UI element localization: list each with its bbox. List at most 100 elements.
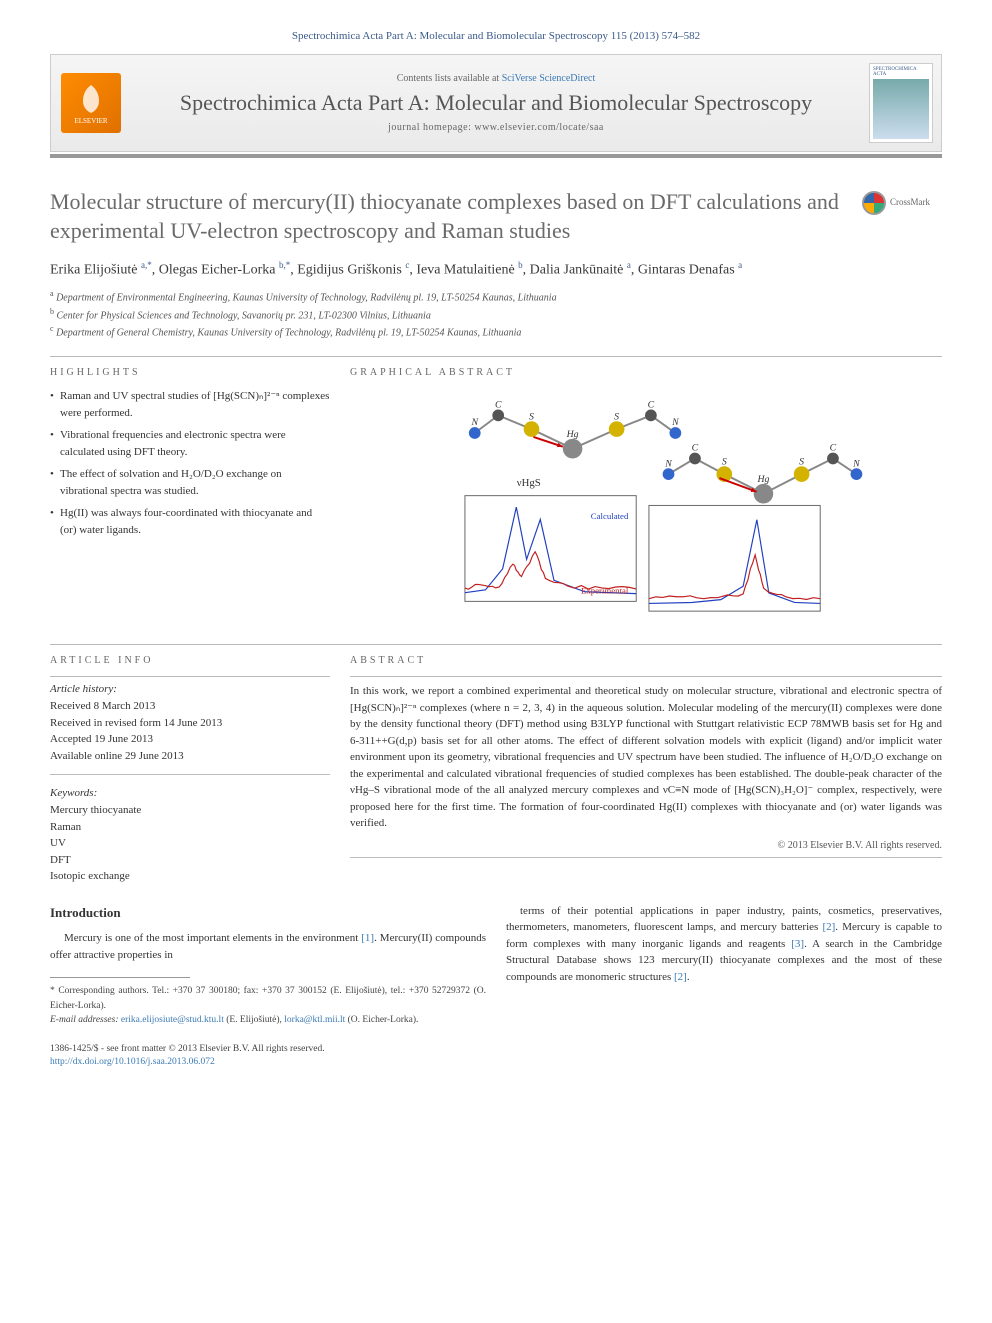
- footnote-corresponding: * Corresponding authors. Tel.: +370 37 3…: [50, 984, 486, 1013]
- history-lines: Received 8 March 2013Received in revised…: [50, 698, 330, 764]
- title-text: Molecular structure of mercury(II) thioc…: [50, 189, 839, 243]
- svg-text:N: N: [470, 418, 478, 429]
- footer-block: 1386-1425/$ - see front matter © 2013 El…: [50, 1043, 486, 1070]
- footnote-email: E-mail addresses: erika.elijosiute@stud.…: [50, 1013, 486, 1027]
- intro-left-text: Mercury is one of the most important ele…: [50, 930, 486, 963]
- keyword: Isotopic exchange: [50, 868, 330, 885]
- article-info: ARTICLE INFO Article history: Received 8…: [50, 655, 330, 885]
- article-info-label: ARTICLE INFO: [50, 655, 330, 666]
- ga-svg: CNSHgSCNCNSHgSCNνHgSνCNCalculatedExperim…: [350, 388, 942, 618]
- issn-line: 1386-1425/$ - see front matter © 2013 El…: [50, 1043, 486, 1056]
- ref-link[interactable]: [2]: [822, 921, 835, 933]
- cover-text: SPECTROCHIMICA ACTA: [873, 67, 929, 77]
- intro-col-right: terms of their potential applications in…: [506, 903, 942, 1070]
- contents-line: Contents lists available at SciVerse Sci…: [139, 73, 853, 84]
- journal-title: Spectrochimica Acta Part A: Molecular an…: [139, 90, 853, 116]
- banner-center: Contents lists available at SciVerse Sci…: [131, 65, 861, 141]
- affiliation-c: c Department of General Chemistry, Kauna…: [50, 323, 942, 340]
- history-line: Received 8 March 2013: [50, 698, 330, 715]
- doi-link[interactable]: http://dx.doi.org/10.1016/j.saa.2013.06.…: [50, 1057, 215, 1067]
- svg-text:C: C: [692, 443, 699, 454]
- svg-text:S: S: [799, 457, 804, 468]
- divider-bar: [50, 154, 942, 158]
- homepage-line: journal homepage: www.elsevier.com/locat…: [139, 122, 853, 133]
- cover-thumb-box: SPECTROCHIMICA ACTA: [861, 55, 941, 151]
- publisher-name: ELSEVIER: [74, 117, 107, 125]
- highlight-item: Hg(II) was always four-coordinated with …: [50, 505, 330, 538]
- graphical-abstract: CNSHgSCNCNSHgSCNνHgSνCNCalculatedExperim…: [350, 388, 942, 618]
- publisher-logo-box: ELSEVIER: [51, 63, 131, 143]
- crossmark-badge[interactable]: CrossMark: [862, 188, 942, 218]
- intro-right-text: terms of their potential applications in…: [506, 903, 942, 986]
- svg-text:S: S: [722, 457, 727, 468]
- highlights-row: HIGHLIGHTS Raman and UV spectral studies…: [50, 367, 942, 628]
- abstract-text: In this work, we report a combined exper…: [350, 683, 942, 832]
- highlight-item: The effect of solvation and H₂O/D₂O exch…: [50, 466, 330, 499]
- contents-prefix: Contents lists available at: [397, 73, 502, 84]
- affiliation-a: a Department of Environmental Engineerin…: [50, 288, 942, 305]
- homepage-url[interactable]: www.elsevier.com/locate/saa: [474, 122, 603, 133]
- footnotes: * Corresponding authors. Tel.: +370 37 3…: [50, 984, 486, 1027]
- keywords-lines: Mercury thiocyanateRamanUVDFTIsotopic ex…: [50, 802, 330, 885]
- svg-text:S: S: [614, 412, 619, 423]
- highlight-item: Vibrational frequencies and electronic s…: [50, 427, 330, 460]
- ref-link[interactable]: [2]: [674, 971, 687, 983]
- svg-text:Calculated: Calculated: [591, 512, 629, 522]
- keyword: UV: [50, 835, 330, 852]
- highlights-block: HIGHLIGHTS Raman and UV spectral studies…: [50, 367, 330, 628]
- ref-link[interactable]: [3]: [791, 938, 804, 950]
- affiliation-b: b Center for Physical Sciences and Techn…: [50, 306, 942, 323]
- graphical-abstract-block: GRAPHICAL ABSTRACT CNSHgSCNCNSHgSCNνHgSν…: [350, 367, 942, 628]
- svg-text:Experimental: Experimental: [581, 586, 629, 596]
- history-label: Article history:: [50, 683, 330, 695]
- svg-text:C: C: [830, 443, 837, 454]
- cover-thumbnail: SPECTROCHIMICA ACTA: [869, 63, 933, 143]
- separator: [50, 644, 942, 645]
- intro-col-left: Introduction Mercury is one of the most …: [50, 903, 486, 1070]
- keyword: DFT: [50, 852, 330, 869]
- svg-text:νHgS: νHgS: [517, 477, 541, 489]
- highlights-label: HIGHLIGHTS: [50, 367, 330, 378]
- introduction-section: Introduction Mercury is one of the most …: [50, 903, 942, 1070]
- keywords-block: Keywords: Mercury thiocyanateRamanUVDFTI…: [50, 787, 330, 885]
- homepage-prefix: journal homepage:: [388, 122, 474, 133]
- crossmark-label: CrossMark: [890, 197, 930, 209]
- svg-text:Hg: Hg: [756, 474, 769, 485]
- history-line: Accepted 19 June 2013: [50, 731, 330, 748]
- footnote-separator: [50, 977, 190, 978]
- authors-list: Erika Elijošiutė a,*, Olegas Eicher-Lork…: [50, 259, 942, 280]
- keyword: Mercury thiocyanate: [50, 802, 330, 819]
- header-citation: Spectrochimica Acta Part A: Molecular an…: [50, 30, 942, 42]
- svg-text:S: S: [529, 412, 534, 423]
- svg-text:C: C: [648, 400, 655, 411]
- journal-banner: ELSEVIER Contents lists available at Sci…: [50, 54, 942, 152]
- sciencedirect-link[interactable]: SciVerse ScienceDirect: [502, 73, 596, 84]
- abstract-block: ABSTRACT In this work, we report a combi…: [350, 655, 942, 885]
- footnote-email-text: erika.elijosiute@stud.ktu.lt (E. Elijoši…: [119, 1015, 419, 1025]
- footnote-email-label: E-mail addresses:: [50, 1015, 119, 1025]
- info-abstract-row: ARTICLE INFO Article history: Received 8…: [50, 655, 942, 885]
- abstract-label: ABSTRACT: [350, 655, 942, 666]
- history-line: Available online 29 June 2013: [50, 748, 330, 765]
- separator: [50, 356, 942, 357]
- history-line: Received in revised form 14 June 2013: [50, 715, 330, 732]
- highlight-item: Raman and UV spectral studies of [Hg(SCN…: [50, 388, 330, 421]
- article-title: Molecular structure of mercury(II) thioc…: [50, 188, 942, 245]
- svg-text:N: N: [852, 459, 860, 470]
- crossmark-icon: [862, 191, 886, 215]
- intro-heading: Introduction: [50, 903, 486, 923]
- highlights-list: Raman and UV spectral studies of [Hg(SCN…: [50, 388, 330, 538]
- keyword: Raman: [50, 819, 330, 836]
- email-link[interactable]: erika.elijosiute@stud.ktu.lt: [121, 1015, 224, 1025]
- ref-link[interactable]: [1]: [361, 932, 374, 944]
- email-link[interactable]: lorka@ktl.mii.lt: [284, 1015, 345, 1025]
- svg-text:Hg: Hg: [566, 429, 579, 440]
- svg-text:C: C: [495, 400, 502, 411]
- copyright-line: © 2013 Elsevier B.V. All rights reserved…: [350, 840, 942, 851]
- elsevier-logo: ELSEVIER: [61, 73, 121, 133]
- svg-text:N: N: [664, 459, 672, 470]
- ga-label: GRAPHICAL ABSTRACT: [350, 367, 942, 378]
- affiliations: a Department of Environmental Engineerin…: [50, 288, 942, 340]
- keywords-label: Keywords:: [50, 787, 330, 799]
- svg-text:N: N: [671, 418, 679, 429]
